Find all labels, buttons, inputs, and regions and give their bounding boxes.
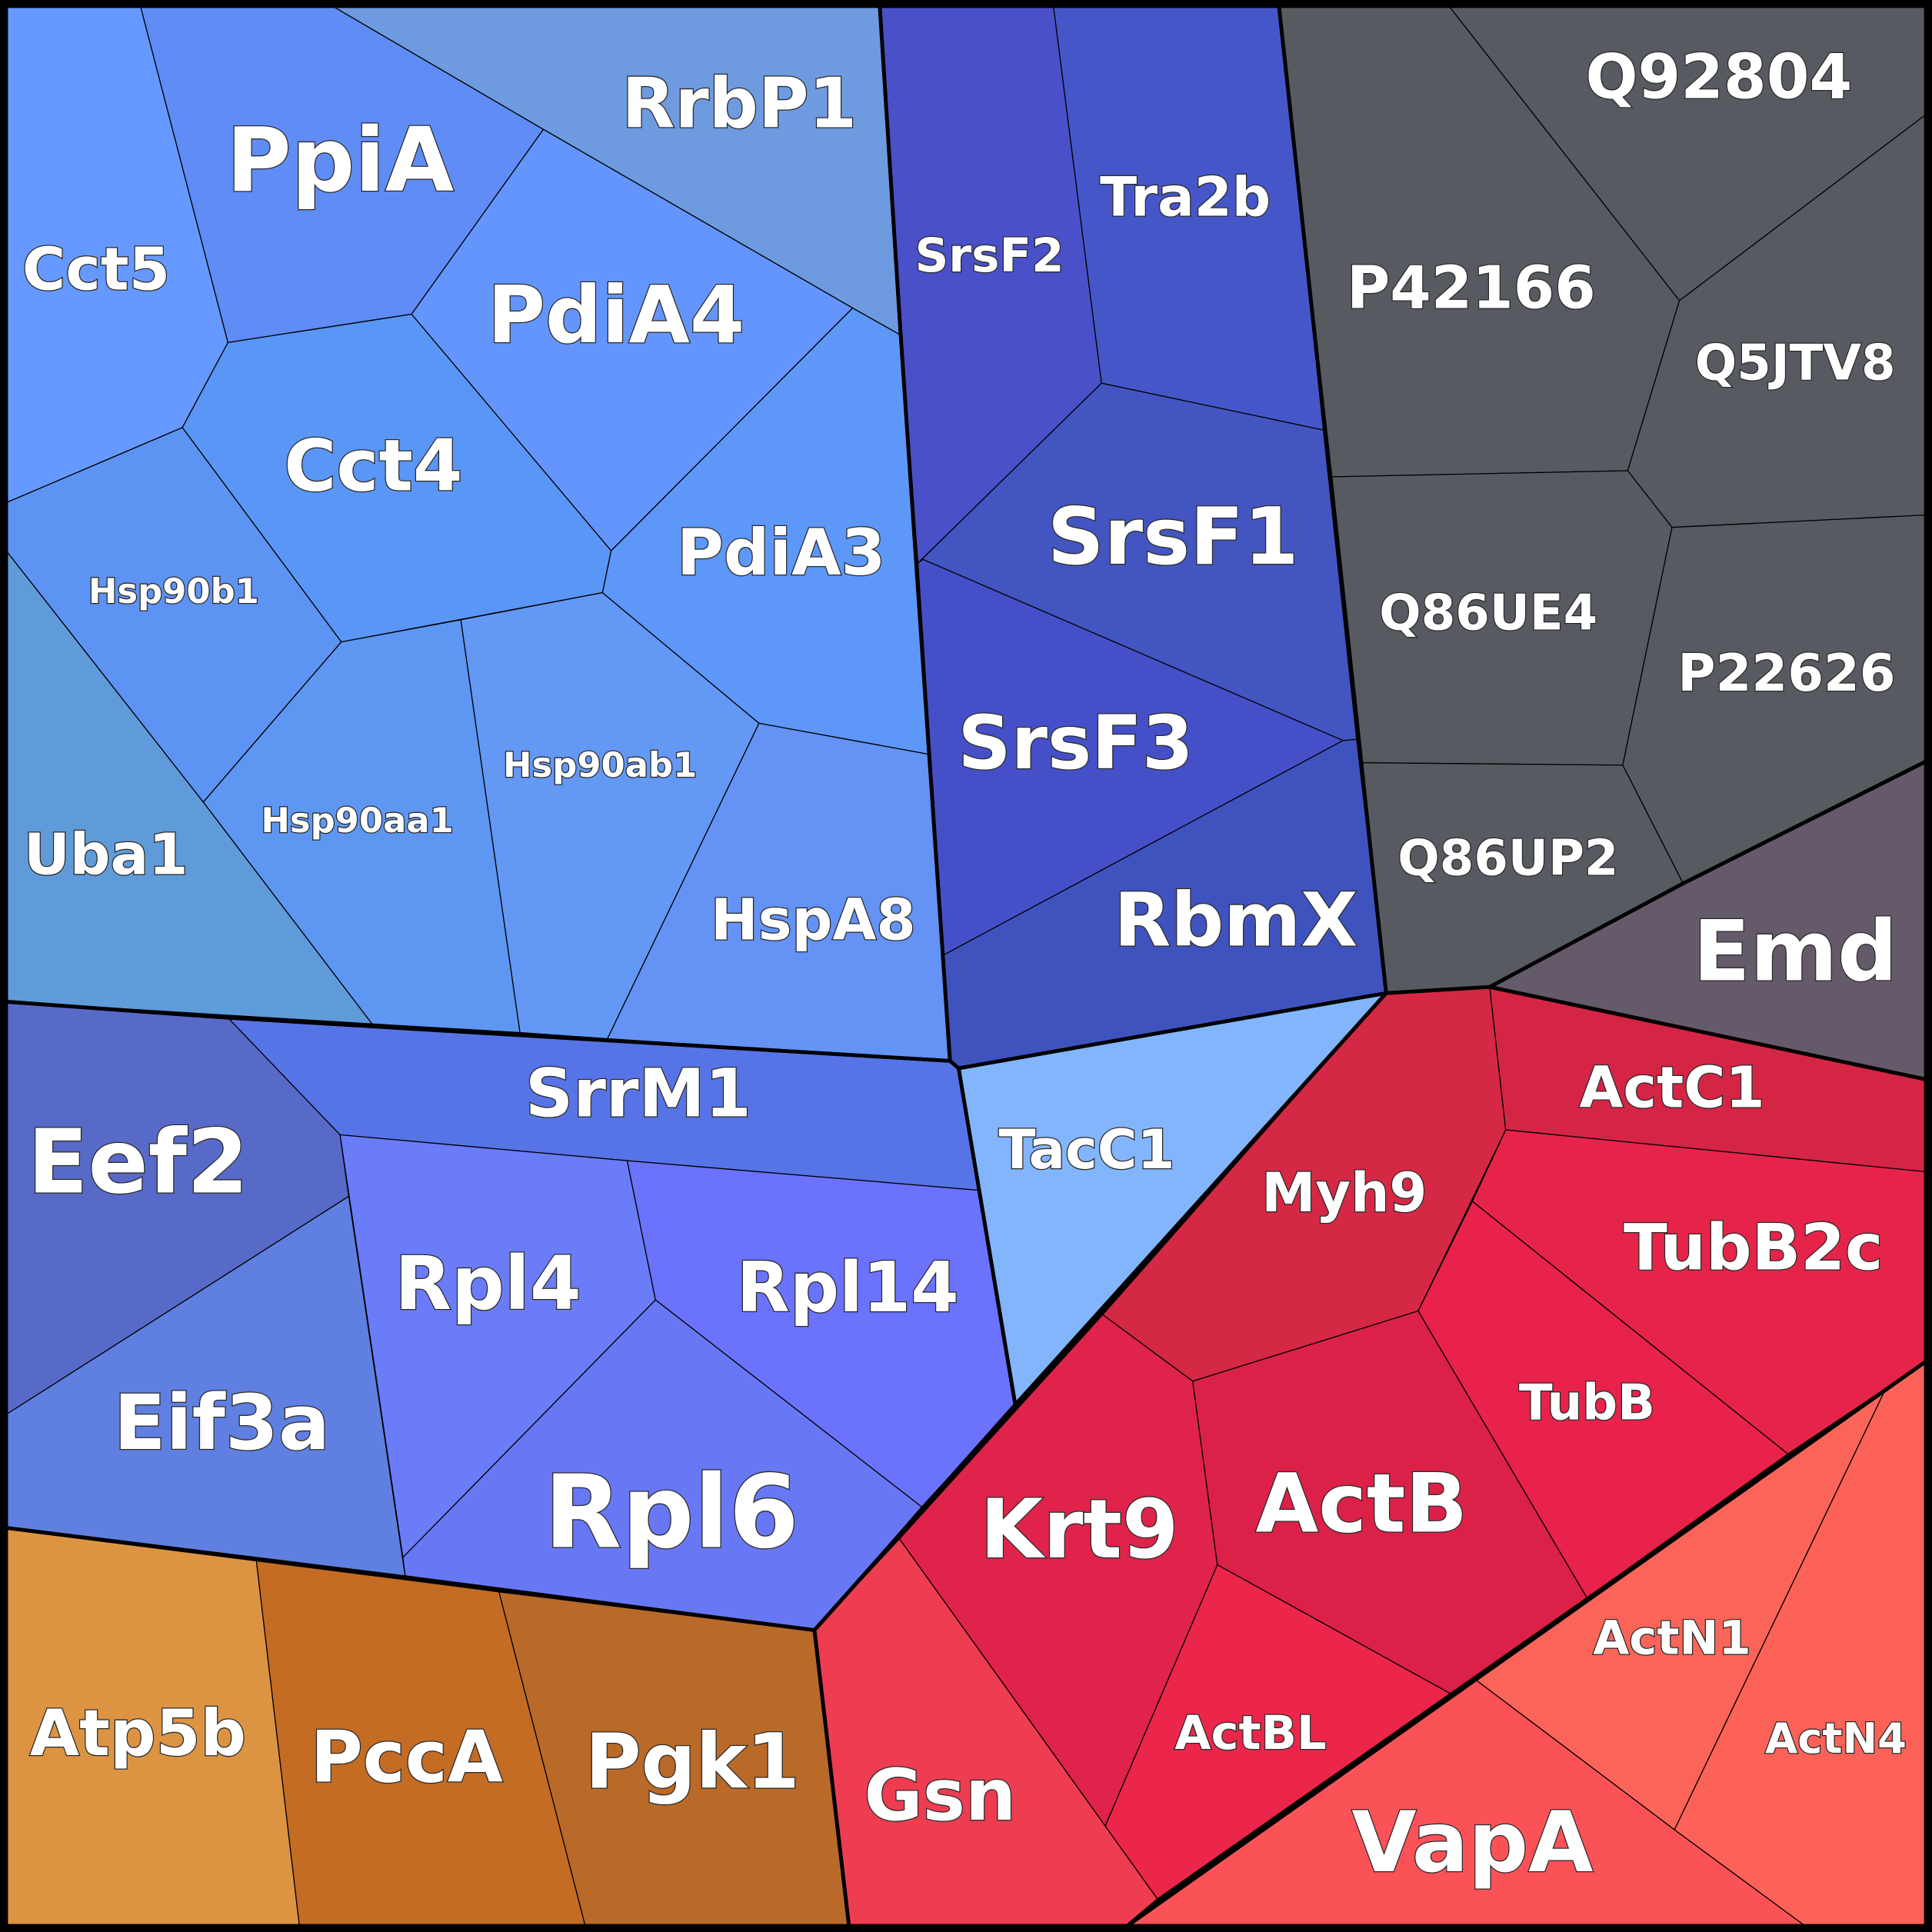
cells [5, 5, 1927, 1927]
cell-label: P42166 [1347, 255, 1596, 323]
cell-label: Rpl6 [544, 1453, 799, 1571]
cell-label: PdiA3 [677, 515, 886, 590]
cell-label: SrrM1 [525, 1055, 751, 1132]
cell-label: SrsF2 [914, 228, 1064, 283]
cell-label: Hsp90b1 [88, 571, 259, 611]
cell-label: RbmX [1114, 877, 1357, 963]
labels: Cct5 PpiA RrbP1 PdiA4 Cct4 Hsp90b1 Uba1 Hsp90aa… [22, 40, 1908, 1892]
cell-label: Emd [1693, 903, 1897, 1001]
cell-label: Q86UE4 [1379, 585, 1597, 642]
cell-label: Cct4 [284, 424, 462, 507]
cell-label: Myh9 [1261, 1161, 1427, 1224]
cell-label: Atp5b [30, 1696, 247, 1770]
cell-label: PccA [311, 1715, 503, 1798]
cell-label: Eef2 [28, 1111, 248, 1214]
cell-label: Uba1 [24, 823, 188, 888]
cell-label: Q86UP2 [1397, 830, 1618, 887]
cell-label: Hsp90aa1 [261, 800, 453, 841]
cell-label: PdiA4 [488, 270, 744, 361]
cell-label: ActB [1255, 1456, 1467, 1551]
cell-label: TacC1 [998, 1118, 1174, 1181]
cell-label: Q5JTV8 [1695, 335, 1896, 391]
cell-label: VapA [1351, 1794, 1593, 1891]
cell-label: PpiA [226, 109, 454, 212]
group-border [812, 984, 1928, 1928]
cell-label: SrsF1 [1048, 491, 1299, 583]
cell-label: P22626 [1677, 643, 1895, 703]
cell-label: Tra2b [1100, 166, 1271, 229]
cell-label: ActBL [1174, 1706, 1326, 1760]
cell-label: Rpl14 [737, 1248, 959, 1328]
cell-label: TubB2c [1624, 1211, 1883, 1285]
cell-label: TubB [1519, 1375, 1655, 1432]
cell-label: Gsn [864, 1754, 1017, 1837]
cell-label: ActN1 [1593, 1611, 1751, 1666]
cell-label: ActN4 [1765, 1714, 1907, 1763]
cell-label: Q92804 [1585, 42, 1852, 113]
cell-label: Eif3a [114, 1379, 330, 1467]
cell-label: Rpl4 [395, 1241, 581, 1327]
cell-label: SrsF3 [958, 700, 1193, 786]
cell-label: HspA8 [711, 888, 916, 954]
cell-label: ActC1 [1579, 1055, 1764, 1121]
cell-label: Pgk1 [585, 1718, 800, 1807]
cell-label: RrbP1 [621, 64, 857, 144]
cell-label: Krt9 [980, 1482, 1178, 1577]
cell-label: Hsp90ab1 [503, 744, 697, 785]
cell-label: Cct5 [22, 236, 170, 305]
